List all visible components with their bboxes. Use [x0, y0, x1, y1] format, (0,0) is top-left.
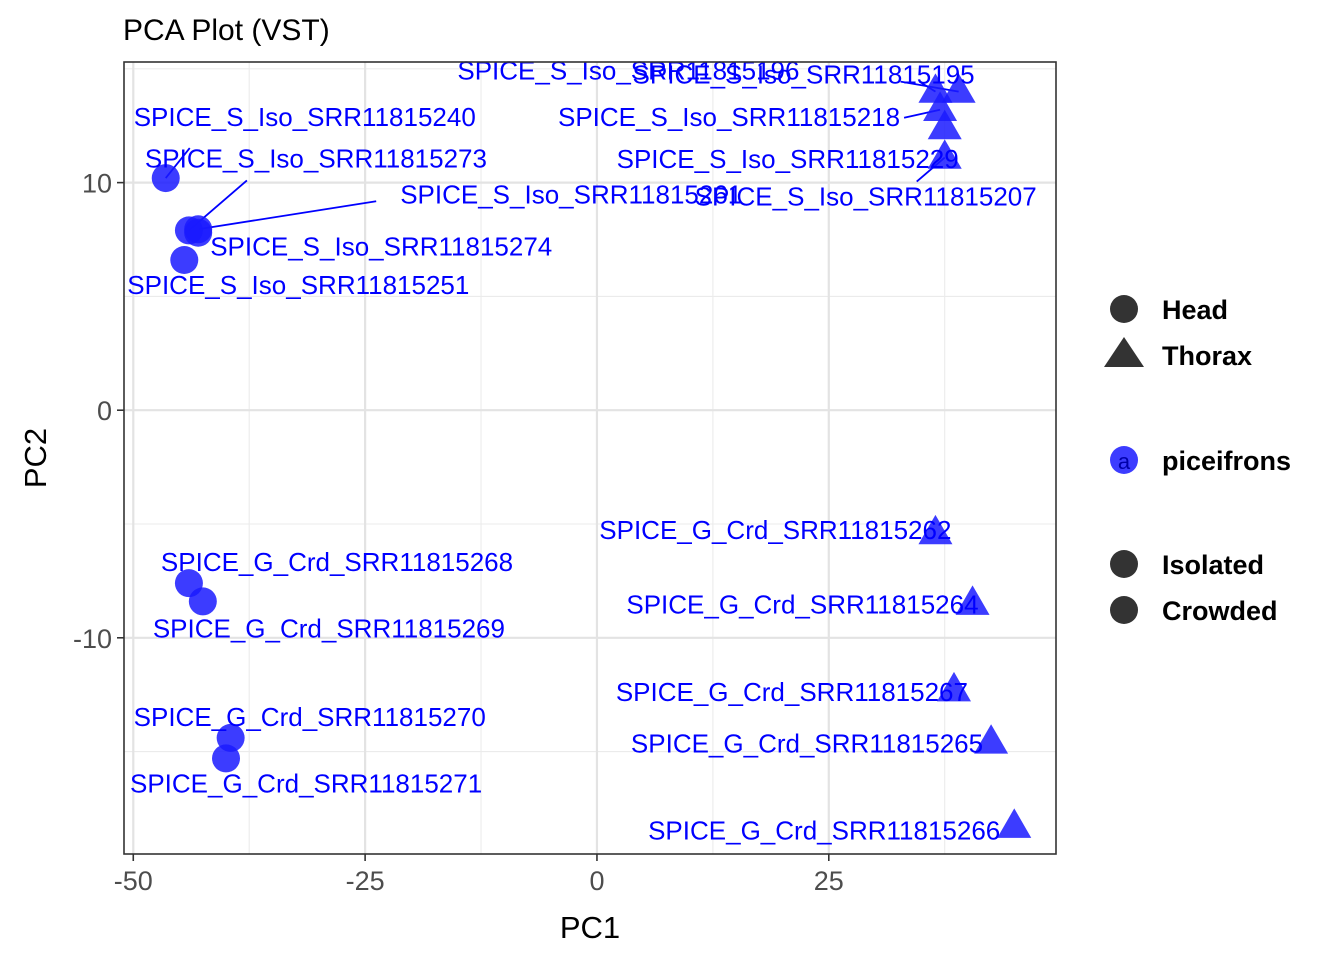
data-point-thorax — [927, 139, 962, 169]
point-label: SPICE_S_Iso_SRR11815251 — [127, 270, 469, 300]
data-point-head — [188, 587, 217, 616]
legend-label: Head — [1162, 295, 1228, 325]
y-axis: -10 0 10 — [73, 169, 124, 654]
point-label: SPICE_G_Crd_SRR11815262 — [599, 515, 951, 545]
point-label: SPICE_G_Crd_SRR11815266 — [648, 816, 1000, 846]
x-tick-label: -50 — [114, 866, 153, 896]
x-tick-label: 0 — [589, 866, 604, 896]
point-label: SPICE_G_Crd_SRR11815269 — [153, 613, 505, 643]
legend-label: Crowded — [1162, 596, 1278, 626]
data-point-thorax — [927, 109, 962, 140]
data-points — [151, 73, 1032, 838]
plot-panel: SPICE_S_Iso_SRR11815196SPICE_S_Iso_SRR11… — [123, 56, 1057, 855]
point-label: SPICE_S_Iso_SRR11815207 — [695, 182, 1037, 212]
legend-key-circle — [1110, 596, 1138, 624]
data-point-thorax — [941, 73, 976, 103]
data-point-head — [151, 164, 180, 193]
point-label: SPICE_S_Iso_SRR11815261 — [400, 179, 742, 209]
panel-background — [124, 62, 1056, 854]
data-point-thorax — [974, 724, 1009, 754]
point-label: SPICE_S_Iso_SRR11815229 — [617, 144, 959, 174]
legend-key-circle — [1110, 550, 1138, 578]
point-label: SPICE_G_Crd_SRR11815268 — [161, 547, 513, 577]
x-axis-title: PC1 — [560, 910, 620, 945]
point-label: SPICE_S_Iso_SRR11815274 — [210, 232, 552, 262]
data-point-thorax — [997, 808, 1032, 838]
label-leader-line — [198, 200, 377, 231]
legend-label: Thorax — [1162, 341, 1252, 371]
data-point-head — [184, 218, 213, 247]
y-tick-label: -10 — [73, 624, 112, 654]
grid-minor — [124, 62, 1056, 854]
grid-major — [124, 62, 1056, 854]
legend-label: Isolated — [1162, 550, 1264, 580]
data-point-thorax — [936, 671, 971, 702]
point-label: SPICE_G_Crd_SRR11815271 — [130, 768, 482, 798]
point-label: SPICE_S_Iso_SRR11815218 — [558, 102, 900, 132]
legend-key-triangle — [1104, 337, 1144, 367]
point-label: SPICE_G_Crd_SRR11815270 — [134, 702, 486, 732]
point-label: SPICE_S_Iso_SRR11815273 — [145, 143, 487, 173]
legend-key-color — [1110, 446, 1138, 474]
point-label: SPICE_G_Crd_SRR11815265 — [631, 728, 983, 758]
data-point-thorax — [923, 91, 958, 121]
legend-key-circle — [1110, 295, 1138, 323]
data-point-thorax — [918, 514, 953, 545]
y-tick-label: 10 — [82, 169, 112, 199]
x-tick-label: -25 — [346, 866, 385, 896]
point-labels: SPICE_S_Iso_SRR11815196SPICE_S_Iso_SRR11… — [127, 56, 1036, 846]
y-axis-title: PC2 — [18, 428, 53, 488]
point-label: SPICE_S_Iso_SRR11815195 — [633, 60, 975, 90]
point-label: SPICE_G_Crd_SRR11815264 — [626, 590, 978, 620]
point-label: SPICE_G_Crd_SRR11815267 — [616, 677, 968, 707]
y-tick-label: 0 — [97, 396, 112, 426]
point-label: SPICE_S_Iso_SRR11815240 — [134, 102, 476, 132]
data-point-head — [212, 744, 241, 773]
legend-key-glyph: a — [1118, 449, 1131, 474]
data-point-thorax — [955, 585, 990, 615]
x-axis: -50 -25 0 25 — [114, 854, 844, 896]
x-tick-label: 25 — [814, 866, 844, 896]
data-point-thorax — [918, 73, 953, 103]
point-label: SPICE_S_Iso_SRR11815196 — [457, 56, 799, 86]
legend: Head Thorax a piceifrons Isolated Crowded — [1104, 295, 1291, 626]
legend-label: piceifrons — [1162, 446, 1291, 476]
panel-border — [123, 61, 1057, 855]
chart-title: PCA Plot (VST) — [123, 14, 330, 47]
data-point-head — [170, 246, 199, 274]
